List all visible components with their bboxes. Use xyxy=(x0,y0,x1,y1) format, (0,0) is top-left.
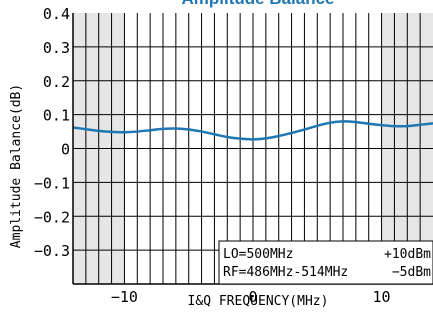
y-tick-label: −0.2 xyxy=(34,208,70,226)
y-tick-label: 0.3 xyxy=(43,39,70,57)
x-axis-label: I&Q FREQUENCY(MHz) xyxy=(188,294,329,309)
axes: 0.4 0.3 0.2 0.1 0 −0.1 −0.2 −0.3 −10 0 10 xyxy=(34,5,433,306)
y-tick-label: −0.1 xyxy=(34,174,70,192)
series-line-0 xyxy=(72,120,433,141)
y-tick-label: 0.2 xyxy=(43,73,70,91)
conditions-box: LO=500MHz +10dBm RF=486MHz-514MHz −5dBm xyxy=(218,240,433,285)
chart-title: Amplitude Balance xyxy=(181,0,334,8)
y-tick-label: 0.4 xyxy=(43,5,70,23)
y-tick-label: −0.3 xyxy=(34,242,70,260)
conditions-lo-power: +10dBm xyxy=(384,247,431,262)
conditions-box-frame xyxy=(218,240,433,285)
series xyxy=(72,120,433,141)
conditions-rf-power: −5dBm xyxy=(392,265,431,280)
conditions-lo-label: LO=500MHz xyxy=(223,247,293,262)
y-axis-label: Amplitude Balance(dB) xyxy=(9,84,24,248)
grid xyxy=(73,13,433,284)
conditions-rf-label: RF=486MHz-514MHz xyxy=(223,265,348,280)
x-tick-label: 0 xyxy=(248,288,257,306)
x-tick-label: −10 xyxy=(111,288,138,306)
x-tick-label: 10 xyxy=(373,288,391,306)
y-tick-label: 0.1 xyxy=(43,107,70,125)
y-tick-label: 0 xyxy=(61,141,70,159)
